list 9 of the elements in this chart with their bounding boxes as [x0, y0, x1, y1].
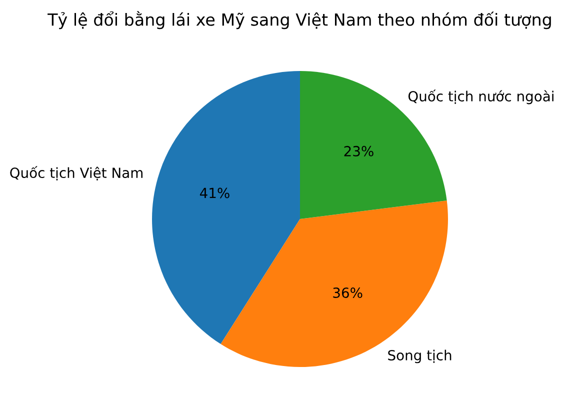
- slice-label: Song tịch: [388, 350, 452, 364]
- data-label: 36%: [333, 288, 362, 298]
- data-label: 23%: [344, 146, 374, 156]
- chart-title: Tỷ lệ đổi bằng lái xe Mỹ sang Việt Nam theo nhóm đối tượng: [48, 11, 551, 30]
- slice-label: Quốc tịch Việt Nam: [10, 166, 142, 180]
- data-label: 41%: [200, 188, 230, 198]
- slice-label: Quốc tịch nước ngoài: [408, 90, 554, 104]
- pie-slice: [300, 71, 447, 219]
- pie-slice: [152, 71, 300, 344]
